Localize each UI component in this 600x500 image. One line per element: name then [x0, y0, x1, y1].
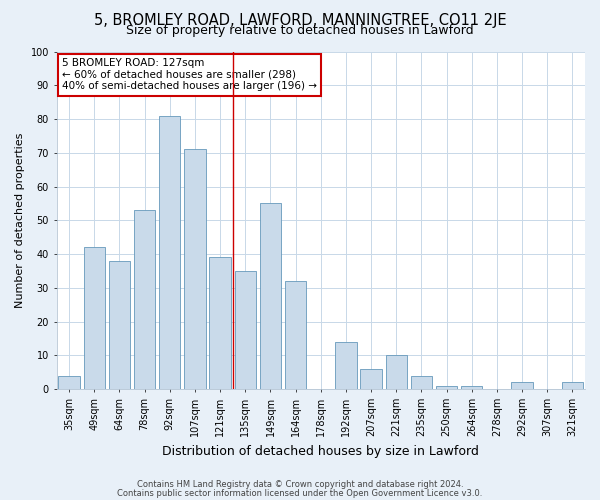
Text: Size of property relative to detached houses in Lawford: Size of property relative to detached ho… — [126, 24, 474, 37]
Bar — [209, 258, 231, 389]
Bar — [235, 271, 256, 389]
Text: Contains public sector information licensed under the Open Government Licence v3: Contains public sector information licen… — [118, 488, 482, 498]
Bar — [436, 386, 457, 389]
Y-axis label: Number of detached properties: Number of detached properties — [15, 132, 25, 308]
Bar — [335, 342, 356, 389]
Text: 5, BROMLEY ROAD, LAWFORD, MANNINGTREE, CO11 2JE: 5, BROMLEY ROAD, LAWFORD, MANNINGTREE, C… — [94, 12, 506, 28]
X-axis label: Distribution of detached houses by size in Lawford: Distribution of detached houses by size … — [163, 444, 479, 458]
Text: Contains HM Land Registry data © Crown copyright and database right 2024.: Contains HM Land Registry data © Crown c… — [137, 480, 463, 489]
Bar — [562, 382, 583, 389]
Bar — [461, 386, 482, 389]
Bar — [511, 382, 533, 389]
Bar — [134, 210, 155, 389]
Bar — [109, 261, 130, 389]
Bar — [411, 376, 432, 389]
Bar — [386, 356, 407, 389]
Bar — [184, 150, 206, 389]
Bar — [58, 376, 80, 389]
Text: 5 BROMLEY ROAD: 127sqm
← 60% of detached houses are smaller (298)
40% of semi-de: 5 BROMLEY ROAD: 127sqm ← 60% of detached… — [62, 58, 317, 92]
Bar — [361, 369, 382, 389]
Bar — [260, 204, 281, 389]
Bar — [159, 116, 181, 389]
Bar — [83, 248, 105, 389]
Bar — [285, 281, 307, 389]
